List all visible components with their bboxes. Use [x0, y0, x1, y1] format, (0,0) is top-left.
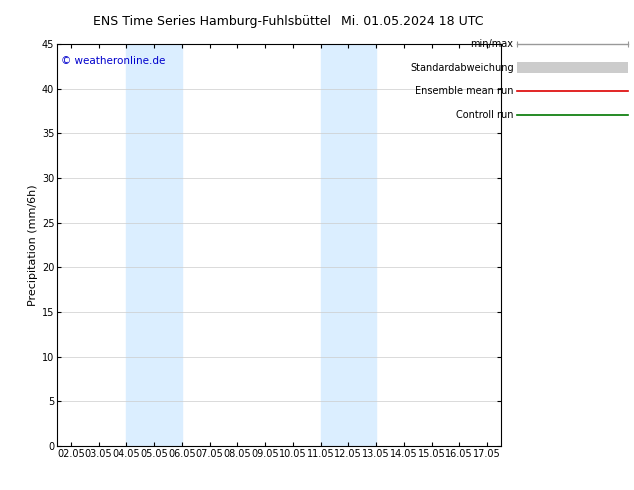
- Text: Standardabweichung: Standardabweichung: [410, 63, 514, 73]
- Y-axis label: Precipitation (mm/6h): Precipitation (mm/6h): [28, 184, 37, 306]
- Text: Controll run: Controll run: [456, 110, 514, 120]
- Bar: [126, 44, 182, 446]
- Bar: [321, 44, 376, 446]
- Text: Mi. 01.05.2024 18 UTC: Mi. 01.05.2024 18 UTC: [341, 15, 483, 28]
- Text: ENS Time Series Hamburg-Fuhlsbüttel: ENS Time Series Hamburg-Fuhlsbüttel: [93, 15, 332, 28]
- Text: min/max: min/max: [470, 39, 514, 49]
- Text: Ensemble mean run: Ensemble mean run: [415, 86, 514, 96]
- Text: © weatheronline.de: © weatheronline.de: [61, 56, 166, 66]
